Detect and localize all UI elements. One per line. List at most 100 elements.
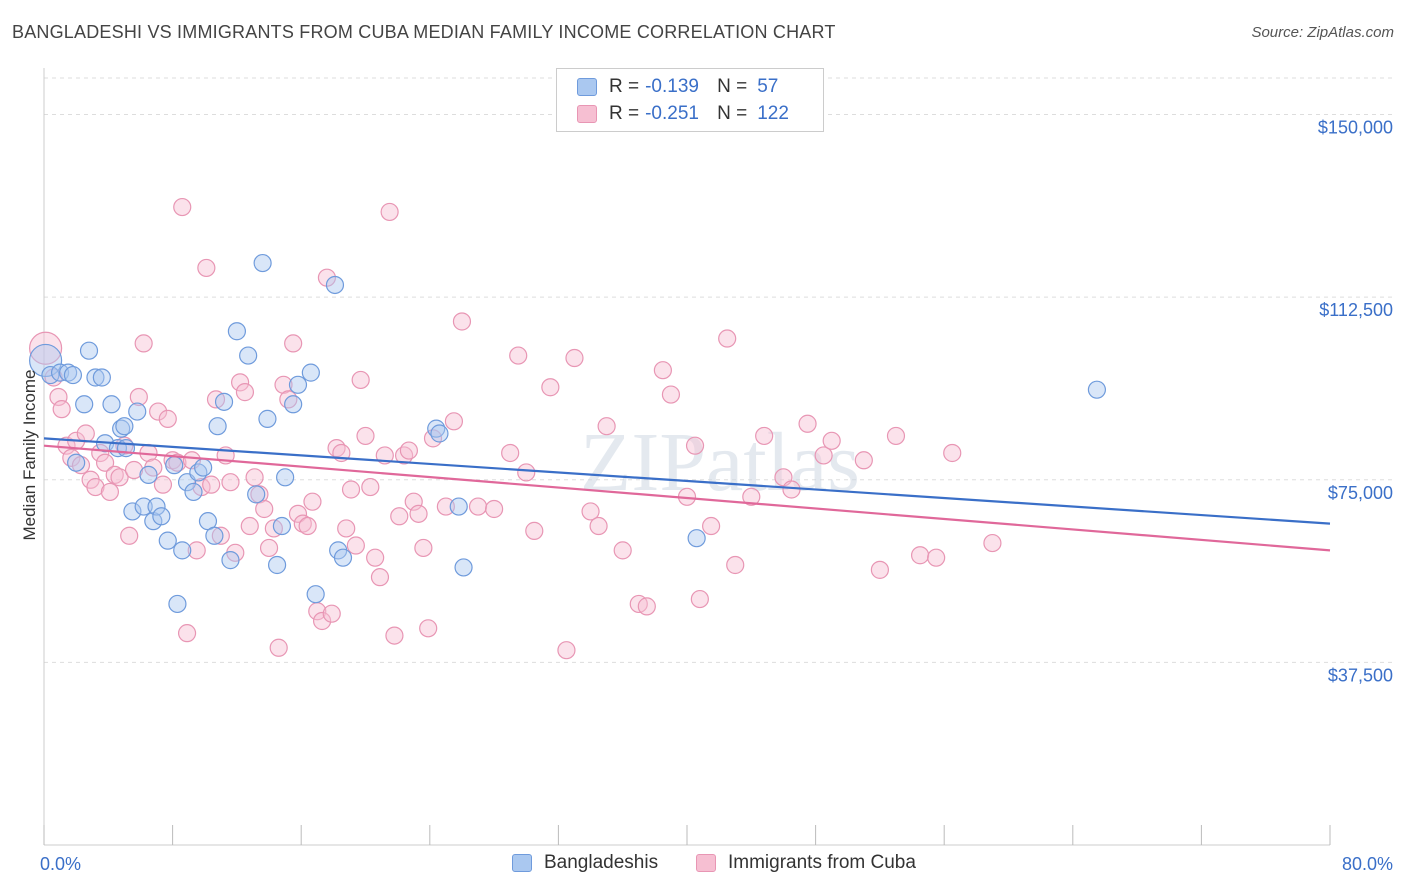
cuba-point	[726, 555, 745, 575]
n-value: 57	[757, 76, 779, 97]
bangladeshi-point	[267, 555, 287, 575]
cuba-point	[158, 409, 177, 428]
bangladeshi-point	[253, 253, 272, 273]
cuba-points	[29, 197, 1002, 660]
cuba-point	[351, 370, 370, 390]
cuba-point	[293, 514, 312, 533]
cuba-point	[356, 426, 375, 446]
cuba-point	[105, 465, 124, 484]
cuba-point	[755, 426, 774, 446]
bangladeshi-point	[427, 419, 446, 438]
cuba-point	[854, 451, 873, 470]
bangladeshi-point	[134, 497, 153, 516]
cuba-point	[274, 375, 293, 394]
bangladeshi-point	[208, 417, 227, 436]
cuba-point	[197, 258, 216, 278]
y-tick-label: $37,500	[1328, 665, 1393, 685]
bangladeshi-point	[112, 419, 131, 438]
cuba-point	[173, 197, 192, 217]
cuba-point	[346, 536, 365, 555]
bangladeshi-point	[86, 368, 105, 387]
cuba-point	[702, 516, 721, 536]
x-tick-label-start: 0.0%	[40, 854, 81, 874]
cuba-point	[541, 378, 560, 397]
bangladeshi-point	[184, 482, 203, 502]
cuba-point	[886, 426, 906, 446]
cuba-point	[436, 497, 455, 516]
cuba-point	[341, 480, 361, 499]
cuba-point	[110, 468, 129, 487]
n-value: 122	[757, 103, 789, 124]
cuba-point	[259, 538, 279, 558]
grid-lines	[44, 77, 1394, 663]
cuba-point	[235, 383, 255, 402]
cuba-point	[29, 331, 63, 365]
cuba-point	[581, 502, 600, 521]
bangladeshi-point	[128, 402, 147, 421]
y-tick-label: $75,000	[1328, 483, 1393, 503]
bangladeshi-point	[123, 502, 142, 521]
cuba-point	[168, 453, 187, 472]
cuba-point	[637, 597, 656, 616]
cuba-point	[288, 504, 308, 523]
cuba-point	[187, 541, 206, 560]
bangladeshi-point	[333, 548, 353, 567]
bangladeshi-point	[272, 516, 292, 536]
bangladeshi-point	[214, 392, 234, 411]
legend-label: Immigrants from Cuba	[728, 852, 916, 873]
bangladeshi-point	[449, 497, 468, 516]
cuba-point	[798, 414, 817, 433]
cuba-point	[444, 412, 464, 431]
cuba-point	[613, 541, 632, 560]
cuba-point	[52, 400, 71, 419]
cuba-point	[134, 334, 153, 353]
cuba-point	[452, 312, 472, 331]
cuba-point	[153, 475, 173, 494]
cuba-point	[414, 538, 433, 558]
bangladeshi-point	[67, 453, 86, 472]
r-label: R =	[609, 103, 640, 124]
cuba-point	[943, 443, 962, 463]
cuba-point	[76, 424, 95, 443]
cuba-point	[120, 526, 139, 545]
axes	[43, 68, 1331, 846]
cuba-point	[419, 619, 438, 638]
bangladeshi-point	[430, 424, 449, 443]
bangladeshi-point	[139, 465, 158, 484]
bangladeshi-point	[239, 346, 258, 365]
series-legend: Bangladeshis Immigrants from Cuba	[0, 852, 1406, 876]
tick-labels: $37,500 $75,000 $112,500 $150,000 0.0% 80.0%	[40, 118, 1393, 874]
bangladeshi-point	[205, 526, 224, 545]
cuba-point	[718, 329, 737, 348]
cuba-point	[509, 346, 528, 365]
bangladeshi-point	[284, 395, 303, 414]
cuba-point	[380, 202, 399, 222]
r-label: R =	[609, 76, 640, 97]
cuba-point	[983, 533, 1002, 553]
bangladeshi-trend-line	[43, 437, 1331, 525]
bangladeshi-point	[276, 468, 295, 487]
cuba-point	[910, 546, 930, 565]
cuba-point	[870, 560, 890, 579]
cuba-point	[589, 516, 608, 536]
correlation-legend: R = -0.139 N = 57 R = -0.251 N = 122	[556, 68, 824, 132]
cuba-point	[685, 436, 705, 455]
legend-label: Bangladeshis	[544, 852, 659, 873]
bangladeshi-points	[29, 253, 1107, 614]
legend-row-bangladeshi: R = -0.139 N = 57	[577, 75, 778, 99]
n-label: N =	[717, 76, 748, 97]
blue-swatch-icon	[577, 78, 597, 96]
cuba-point	[303, 492, 322, 511]
bangladeshi-point	[258, 409, 277, 428]
cuba-point	[927, 548, 946, 567]
cuba-point	[385, 626, 404, 645]
cuba-point	[517, 463, 536, 482]
cuba-point	[95, 453, 115, 472]
bangladeshi-point	[79, 341, 99, 360]
bangladeshi-point	[115, 417, 134, 436]
cuba-point	[240, 516, 259, 536]
cuba-point	[468, 497, 488, 516]
bangladeshi-point	[325, 275, 345, 295]
cuba-point	[149, 402, 168, 421]
cuba-point	[661, 385, 681, 404]
